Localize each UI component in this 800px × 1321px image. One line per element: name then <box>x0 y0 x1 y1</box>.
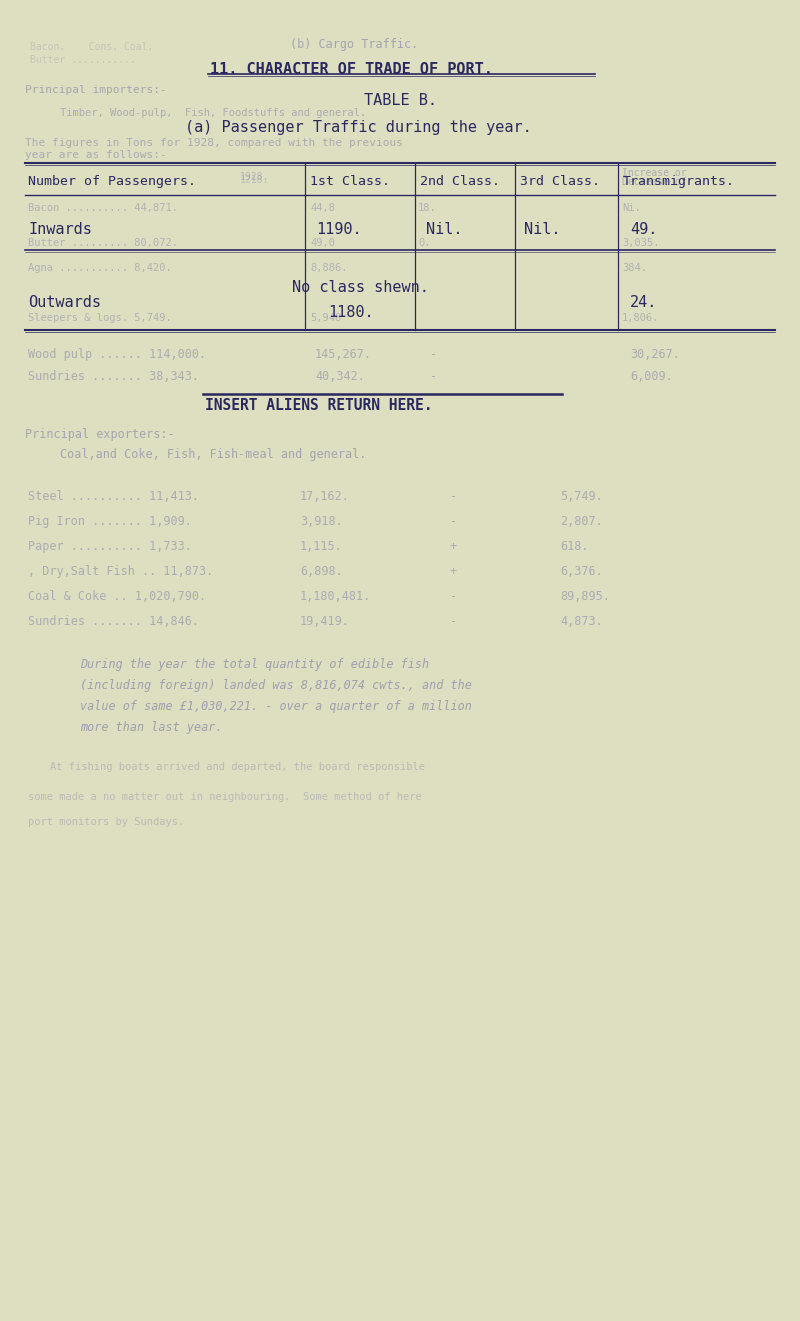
Text: Butter ......... 80,072.: Butter ......... 80,072. <box>28 238 178 248</box>
Text: Agna ........... 8,420.: Agna ........... 8,420. <box>28 263 172 273</box>
Text: 6,376.: 6,376. <box>560 565 602 579</box>
Text: 6,898.: 6,898. <box>300 565 342 579</box>
Text: 1,115.: 1,115. <box>300 540 342 553</box>
Text: +: + <box>450 565 457 579</box>
Text: 0.: 0. <box>418 238 430 248</box>
Text: Principal exporters:-: Principal exporters:- <box>25 428 174 441</box>
Text: 11. CHARACTER OF TRADE OF PORT.: 11. CHARACTER OF TRADE OF PORT. <box>210 62 493 77</box>
Text: 89,895.: 89,895. <box>560 590 610 602</box>
Text: 1180.: 1180. <box>328 305 374 320</box>
Text: Timber, Wood-pulp,  Fish, Foodstuffs and general.: Timber, Wood-pulp, Fish, Foodstuffs and … <box>60 108 366 118</box>
Text: Outwards: Outwards <box>28 295 101 310</box>
Text: 145,267.: 145,267. <box>315 347 372 361</box>
Text: 24.: 24. <box>630 295 658 310</box>
Text: 4,873.: 4,873. <box>560 616 602 627</box>
Text: Coal & Coke .. 1,020,790.: Coal & Coke .. 1,020,790. <box>28 590 206 602</box>
Text: 1st Class.: 1st Class. <box>310 174 390 188</box>
Text: -: - <box>450 590 457 602</box>
Text: 5,749.: 5,749. <box>560 490 602 503</box>
Text: Principal importers:-: Principal importers:- <box>25 85 166 95</box>
Text: 18.: 18. <box>418 203 437 213</box>
Text: (a) Passenger Traffic during the year.: (a) Passenger Traffic during the year. <box>185 120 532 135</box>
Text: No class shewn.: No class shewn. <box>291 280 429 295</box>
Text: 3,035.: 3,035. <box>622 238 659 248</box>
Text: Coal,and Coke, Fish, Fish-meal and general.: Coal,and Coke, Fish, Fish-meal and gener… <box>60 448 366 461</box>
Text: 2,807.: 2,807. <box>560 515 602 528</box>
Text: port monitors by Sundays.: port monitors by Sundays. <box>28 816 184 827</box>
Text: The figures in Tons for 1928, compared with the previous: The figures in Tons for 1928, compared w… <box>25 137 403 148</box>
Text: 1218.: 1218. <box>240 174 270 185</box>
Text: 3,918.: 3,918. <box>300 515 342 528</box>
Text: Pig Iron ....... 1,909.: Pig Iron ....... 1,909. <box>28 515 192 528</box>
Text: -: - <box>450 515 457 528</box>
Text: 19,419.: 19,419. <box>300 616 350 627</box>
Text: 3rd Class.: 3rd Class. <box>520 174 600 188</box>
Text: 384.: 384. <box>622 263 647 273</box>
Text: 618.: 618. <box>560 540 589 553</box>
Text: 2nd Class.: 2nd Class. <box>420 174 500 188</box>
Text: -: - <box>430 370 437 383</box>
Text: more than last year.: more than last year. <box>80 721 222 734</box>
Text: Number of Passengers.: Number of Passengers. <box>28 174 196 188</box>
Text: Paper .......... 1,733.: Paper .......... 1,733. <box>28 540 192 553</box>
Text: , Dry,Salt Fish .. 11,873.: , Dry,Salt Fish .. 11,873. <box>28 565 214 579</box>
Text: Sundries ....... 14,846.: Sundries ....... 14,846. <box>28 616 199 627</box>
Text: Transmigrants.: Transmigrants. <box>623 174 735 188</box>
Text: At fishing boats arrived and departed, the board responsible: At fishing boats arrived and departed, t… <box>50 762 425 771</box>
Text: 6,009.: 6,009. <box>630 370 673 383</box>
Text: 1,806.: 1,806. <box>622 313 659 324</box>
Text: 49.: 49. <box>630 222 658 236</box>
Text: Nil.: Nil. <box>426 222 462 236</box>
Text: (including foreign) landed was 8,816,074 cwts., and the: (including foreign) landed was 8,816,074… <box>80 679 472 692</box>
Text: 8,886.: 8,886. <box>310 263 347 273</box>
Text: Wood pulp ...... 114,000.: Wood pulp ...... 114,000. <box>28 347 206 361</box>
Text: -: - <box>450 490 457 503</box>
Text: 1928.: 1928. <box>240 172 270 182</box>
Text: 49,0: 49,0 <box>310 238 335 248</box>
Text: Nil.: Nil. <box>524 222 561 236</box>
Text: 1,180,481.: 1,180,481. <box>300 590 371 602</box>
Text: 5,948: 5,948 <box>310 313 342 324</box>
Text: Sleepers & logs. 5,749.: Sleepers & logs. 5,749. <box>28 313 172 324</box>
Text: -: - <box>430 347 437 361</box>
Text: During the year the total quantity of edible fish: During the year the total quantity of ed… <box>80 658 429 671</box>
Text: Bacon .......... 44,871.: Bacon .......... 44,871. <box>28 203 178 213</box>
Text: Steel .......... 11,413.: Steel .......... 11,413. <box>28 490 199 503</box>
Text: Sundries ....... 38,343.: Sundries ....... 38,343. <box>28 370 199 383</box>
Text: 17,162.: 17,162. <box>300 490 350 503</box>
Text: 30,267.: 30,267. <box>630 347 680 361</box>
Text: some made a no matter out in neighbouring.  Some method of here: some made a no matter out in neighbourin… <box>28 793 422 802</box>
Text: Butter ...........: Butter ........... <box>30 55 136 65</box>
Text: 44,8: 44,8 <box>310 203 335 213</box>
Text: TABLE B.: TABLE B. <box>363 92 437 108</box>
Text: (b) Cargo Traffic.: (b) Cargo Traffic. <box>290 38 418 52</box>
Text: Ni.: Ni. <box>622 203 641 213</box>
Text: Inwards: Inwards <box>28 222 92 236</box>
Text: +: + <box>450 540 457 553</box>
Text: Increase or: Increase or <box>622 168 686 178</box>
Text: year are as follows:-: year are as follows:- <box>25 151 166 160</box>
Text: -: - <box>450 616 457 627</box>
Text: INSERT ALIENS RETURN HERE.: INSERT ALIENS RETURN HERE. <box>205 398 433 413</box>
Text: 40,342.: 40,342. <box>315 370 365 383</box>
Text: Decrease of: Decrease of <box>622 177 686 188</box>
Text: value of same £1,030,221. - over a quarter of a million: value of same £1,030,221. - over a quart… <box>80 700 472 713</box>
Text: 1190.: 1190. <box>316 222 362 236</box>
Text: Bacon,    Cons, Coal,: Bacon, Cons, Coal, <box>30 42 154 52</box>
